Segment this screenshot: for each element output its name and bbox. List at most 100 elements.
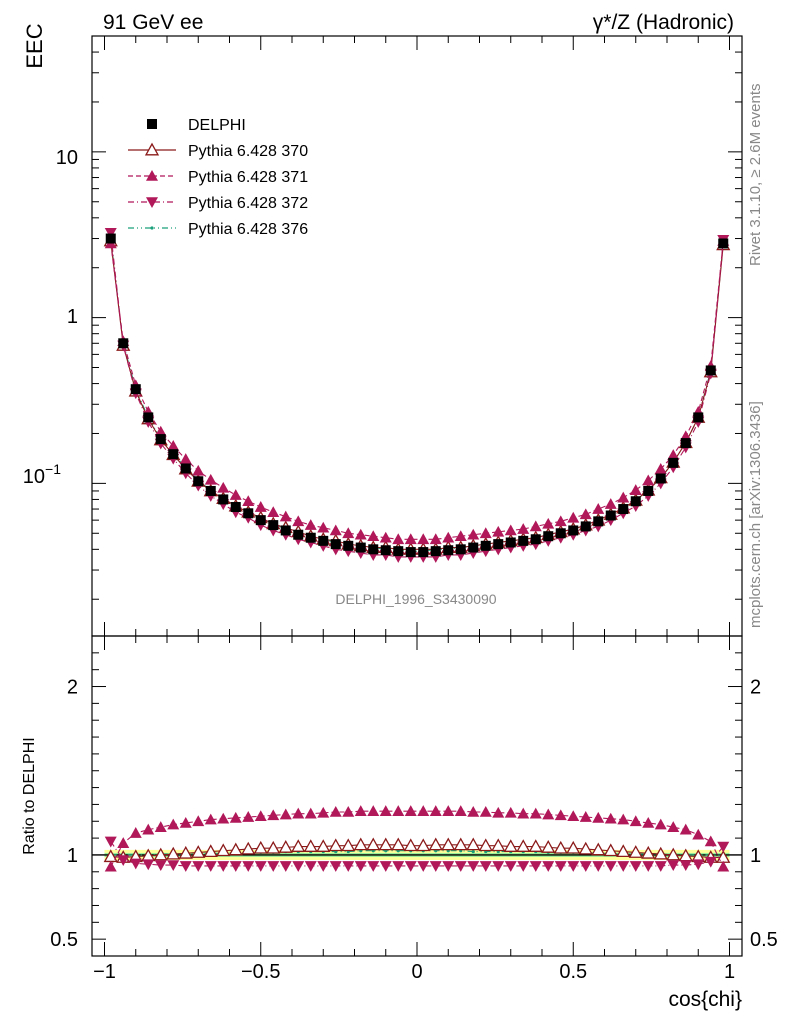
marker-series-0 xyxy=(693,412,704,423)
marker-series-0 xyxy=(555,528,566,539)
marker-series-2 xyxy=(267,506,280,517)
marker-series-2 xyxy=(404,533,417,545)
marker-series-0 xyxy=(480,540,491,551)
ratio-marker-1 xyxy=(567,810,580,822)
ratio-marker-0 xyxy=(241,841,256,855)
legend-label-3: Pythia 6.428 372 xyxy=(188,195,308,212)
ratio-marker-0 xyxy=(428,837,443,851)
ratio-marker-2 xyxy=(204,861,217,872)
ratio-marker-0 xyxy=(478,838,493,852)
marker-series-2 xyxy=(204,473,217,485)
ratio-marker-0 xyxy=(216,843,231,857)
marker-series-0 xyxy=(418,547,429,558)
ratio-marker-1 xyxy=(279,808,292,820)
ratio-marker-1 xyxy=(542,808,555,820)
marker-series-0 xyxy=(168,449,179,460)
marker-series-0 xyxy=(680,438,691,449)
ratio-marker-3 xyxy=(471,849,475,854)
legend-marker-1 xyxy=(144,142,160,156)
ratio-marker-0 xyxy=(366,837,381,851)
mcplots-text: mcplots.cern.ch [arXiv:1306.3436] xyxy=(747,401,764,628)
ratio-marker-1 xyxy=(467,806,480,817)
marker-series-0 xyxy=(643,485,654,496)
ratio-marker-2 xyxy=(667,860,680,872)
ratio-marker-1 xyxy=(379,805,392,816)
series-line-3 xyxy=(110,232,724,558)
ratio-marker-1 xyxy=(667,821,680,832)
bottom-plot-frame xyxy=(91,635,743,957)
ratio-marker-0 xyxy=(441,837,456,851)
marker-series-2 xyxy=(329,524,342,536)
ratio-marker-0 xyxy=(391,837,406,851)
ratio-marker-2 xyxy=(642,861,655,872)
marker-series-0 xyxy=(543,531,554,542)
ratio-marker-2 xyxy=(554,861,567,872)
ratio-marker-1 xyxy=(592,811,605,823)
marker-series-2 xyxy=(192,464,205,476)
marker-series-2 xyxy=(304,519,317,530)
ratio-marker-1 xyxy=(642,816,655,828)
ratio-marker-2 xyxy=(629,861,642,872)
marker-series-0 xyxy=(430,546,441,557)
ratio-marker-1 xyxy=(442,805,455,816)
ratio-marker-2 xyxy=(254,861,267,872)
ratio-marker-2 xyxy=(679,860,692,872)
legend-marker-3 xyxy=(146,197,158,208)
ratio-marker-1 xyxy=(617,813,630,825)
ratio-marker-2 xyxy=(154,860,167,872)
marker-series-2 xyxy=(417,533,430,545)
marker-series-0 xyxy=(505,537,516,548)
xtick-label: −1 xyxy=(93,961,116,983)
marker-series-2 xyxy=(554,515,567,527)
ratio-marker-1 xyxy=(692,828,705,840)
ratio-marker-1 xyxy=(179,816,192,828)
marker-series-2 xyxy=(429,533,442,545)
marker-series-0 xyxy=(655,473,666,484)
marker-series-2 xyxy=(254,501,267,512)
ratio-marker-2 xyxy=(592,861,605,872)
ratio-marker-1 xyxy=(242,811,255,822)
marker-series-3 xyxy=(104,227,117,239)
ratio-marker-2 xyxy=(242,861,255,872)
ratio-marker-0 xyxy=(353,837,368,851)
chart-left-title: 91 GeV ee xyxy=(103,11,203,34)
marker-series-2 xyxy=(179,453,192,464)
marker-series-2 xyxy=(467,528,480,540)
ratio-marker-2 xyxy=(704,856,717,868)
ratio-marker-1 xyxy=(329,806,342,817)
ratio-marker-1 xyxy=(604,812,617,824)
marker-series-2 xyxy=(504,524,517,536)
ratio-marker-1 xyxy=(517,807,530,819)
marker-series-2 xyxy=(342,527,355,539)
ratio-marker-0 xyxy=(291,839,306,852)
rivet-text: Rivet 3.1.10, ≥ 2.6M events xyxy=(747,84,764,267)
ratio-marker-2 xyxy=(654,861,667,872)
marker-series-0 xyxy=(568,525,579,536)
marker-series-0 xyxy=(468,542,479,553)
ratio-marker-2 xyxy=(579,861,592,872)
ratio-marker-0 xyxy=(253,840,268,854)
ratio-marker-1 xyxy=(304,807,317,819)
ratio-marker-1 xyxy=(217,812,230,824)
marker-series-0 xyxy=(155,434,166,445)
ratio-marker-0 xyxy=(641,845,656,859)
xtick-label: 1 xyxy=(724,961,735,983)
ratio-marker-2 xyxy=(717,841,730,853)
ratio-marker-2 xyxy=(217,861,230,872)
ratio-marker-2 xyxy=(454,861,467,872)
ratio-marker-2 xyxy=(604,861,617,872)
ratio-marker-2 xyxy=(392,861,405,872)
ratio-marker-1 xyxy=(317,806,330,818)
xlabel: cos{chi} xyxy=(668,988,742,1011)
marker-series-0 xyxy=(455,544,466,555)
marker-series-2 xyxy=(392,533,405,545)
marker-series-2 xyxy=(154,425,167,437)
marker-series-2 xyxy=(492,525,505,537)
marker-series-2 xyxy=(317,521,330,533)
marker-series-0 xyxy=(130,384,141,395)
marker-series-2 xyxy=(542,517,555,529)
marker-series-0 xyxy=(330,539,341,550)
ratio-marker-0 xyxy=(403,838,418,852)
ratio-marker-1 xyxy=(654,818,667,830)
ratio-marker-2 xyxy=(542,861,555,872)
